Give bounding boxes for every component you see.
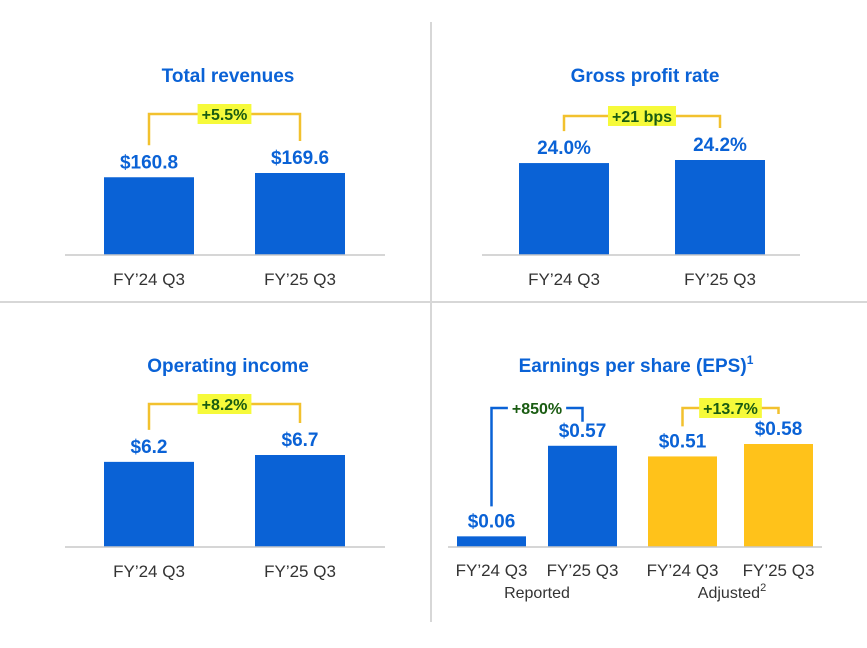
change-badge-highlight <box>197 394 252 414</box>
adjusted-change-badge: +13.7% <box>699 398 762 418</box>
change-badge-text: +8.2% <box>202 397 248 414</box>
bar-adjusted <box>744 444 813 547</box>
change-badge: +5.5% <box>197 104 252 124</box>
adjusted-change-badge-text: +13.7% <box>703 401 758 418</box>
group-label-adjusted: Adjusted2 <box>698 582 766 602</box>
bar-reported <box>457 536 526 547</box>
bar-fy25-q3 <box>255 455 345 547</box>
category-label: FY’24 Q3 <box>113 270 185 289</box>
reported-change-badge-text: +850% <box>512 401 562 418</box>
value-label: $160.8 <box>120 152 178 173</box>
bar-fy24-q3 <box>104 461 194 547</box>
value-label: $6.2 <box>131 437 168 458</box>
value-label: $0.06 <box>468 511 516 532</box>
chart-title: Operating income <box>147 356 309 377</box>
chart-operating-income: Operating income $6.2 FY’24 Q3 $6.7 FY’25 Q3… <box>65 356 385 581</box>
chart-gross-profit-rate: Gross profit rate 24.0% FY’24 Q3 24.2% FY’25… <box>482 66 800 289</box>
category-label: FY’25 Q3 <box>547 561 619 580</box>
change-badge-text: +5.5% <box>202 107 248 124</box>
change-badge-highlight <box>197 104 252 124</box>
category-label: FY’24 Q3 <box>647 561 719 580</box>
value-label: 24.0% <box>537 138 591 159</box>
title-footnote: 1 <box>747 353 754 367</box>
value-label: 24.2% <box>693 135 747 156</box>
adjusted-footnote: 2 <box>760 582 766 594</box>
category-label: FY’24 Q3 <box>456 561 528 580</box>
bar-fy24-q3 <box>104 177 194 255</box>
change-badge: +21 bps <box>607 106 677 126</box>
category-label: FY’25 Q3 <box>264 562 336 581</box>
category-label: FY’25 Q3 <box>264 270 336 289</box>
change-badge: +8.2% <box>197 394 252 414</box>
value-label: $169.6 <box>271 148 329 169</box>
value-label: $0.51 <box>659 431 707 452</box>
adjusted-change-badge-highlight <box>699 398 762 418</box>
value-label: $0.57 <box>559 421 607 442</box>
change-badge-highlight <box>607 106 677 126</box>
change-badge-text: +21 bps <box>612 109 672 126</box>
value-label: $0.58 <box>755 419 803 440</box>
chart-eps: Earnings per share (EPS)1 $0.06 FY’24 Q3 $0… <box>448 353 822 602</box>
category-label: FY’25 Q3 <box>684 270 756 289</box>
category-label: FY’24 Q3 <box>528 270 600 289</box>
bar-fy25-q3 <box>255 173 345 255</box>
bar-fy24-q3 <box>519 163 609 255</box>
chart-total-revenues: Total revenues $160.8 FY’24 Q3 $169.6 FY’25 … <box>65 66 385 289</box>
chart-title: Total revenues <box>162 66 295 87</box>
reported-change-badge-mask <box>507 398 567 418</box>
bar-adjusted <box>648 456 717 547</box>
value-label: $6.7 <box>282 430 319 451</box>
bar-reported <box>548 445 617 547</box>
category-label: FY’25 Q3 <box>743 561 815 580</box>
chart-title: Gross profit rate <box>571 66 720 87</box>
category-label: FY’24 Q3 <box>113 562 185 581</box>
bar-fy25-q3 <box>675 160 765 255</box>
chart-title: Earnings per share (EPS)1 <box>519 353 754 377</box>
reported-change-badge: +850% <box>507 398 567 418</box>
group-label-reported: Reported <box>504 585 570 602</box>
